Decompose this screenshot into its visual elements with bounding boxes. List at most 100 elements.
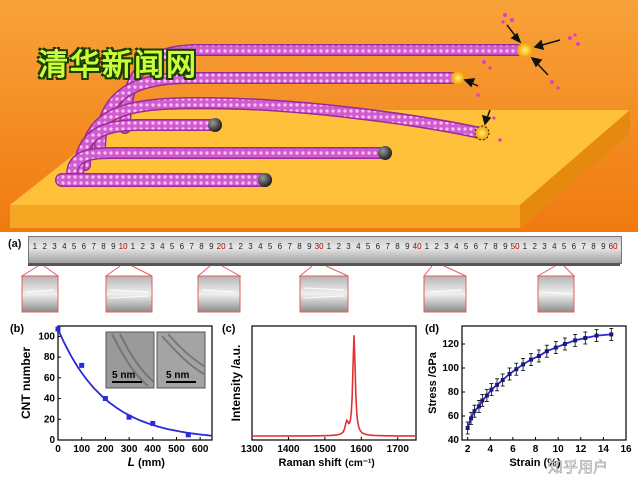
data-point <box>573 338 578 343</box>
ruler-tick-label: 1 <box>228 242 234 251</box>
fit-curve <box>466 333 612 429</box>
data-point <box>185 432 191 438</box>
nanotubes <box>55 44 531 187</box>
x-axis-unit: (mm) <box>138 457 165 469</box>
ruler-tick-label: 8 <box>395 242 400 251</box>
sem-image <box>423 275 467 313</box>
x-tick-label: 300 <box>121 444 138 455</box>
x-tick-label: 100 <box>73 444 90 455</box>
ruler-tick-label: 3 <box>248 242 253 251</box>
ruler-tick-label: 7 <box>287 242 292 251</box>
cnt-line <box>28 263 620 266</box>
data-point <box>126 414 132 420</box>
sem-images <box>20 265 576 313</box>
x-axis-label: L <box>128 455 135 469</box>
x-tick-label: 400 <box>144 444 161 455</box>
substrate-side <box>520 110 630 228</box>
y-tick-label: 60 <box>448 411 460 422</box>
ruler-ticks: 1 2 3 4 5 6 7 8 9 10 1 2 3 4 5 6 7 8 9 20 1 2 3 4 5 6 7 8 9 30 1 2 3 4 5 6 7… <box>30 242 618 258</box>
data-point <box>536 354 541 358</box>
y-tick-label: 80 <box>448 387 460 398</box>
data-point <box>472 409 477 414</box>
ruler-tick-label: 1 <box>424 242 430 251</box>
x-axis-unit: (cm⁻¹) <box>345 458 375 469</box>
data-point <box>562 342 567 346</box>
plots: (b) 0 100 200 300 400 500 600 0 20 40 60 80 100 L (mm)… <box>10 323 632 476</box>
ruler-tick-label: 7 <box>483 242 488 251</box>
plot-frame <box>251 325 417 441</box>
ruler-tick-label: 30 <box>314 242 324 251</box>
catalyst-particle <box>258 173 272 187</box>
x-tick-label: 1400 <box>277 444 300 455</box>
data-point <box>150 420 156 426</box>
carbon-feed-dots <box>476 13 580 142</box>
data-point <box>609 332 614 337</box>
footer-watermark: 知乎用户 <box>548 458 608 476</box>
x-tick-label: 1500 <box>314 444 337 455</box>
ruler-tick-label: 8 <box>591 242 596 251</box>
ruler-tick-label: 9 <box>601 242 606 251</box>
data-point <box>507 372 512 376</box>
active-catalyst <box>474 125 490 141</box>
cnt-schematic <box>0 0 638 232</box>
ruler-tick-label: 3 <box>150 242 155 251</box>
sem-image <box>299 275 349 313</box>
ruler-tick-label: 3 <box>444 242 449 251</box>
data-point <box>465 426 470 430</box>
ruler-tick-label: 8 <box>297 242 302 251</box>
data-point <box>489 387 494 392</box>
data-point <box>583 336 588 340</box>
ruler-tick-label: 5 <box>463 242 469 251</box>
x-tick-label: 200 <box>97 444 114 455</box>
x-tick-label: 14 <box>598 444 610 455</box>
active-catalyst <box>517 42 533 58</box>
ruler-tick-label: 3 <box>346 242 351 251</box>
feed-arrows <box>463 24 561 126</box>
x-tick-label: 1600 <box>350 444 373 455</box>
ruler-tick-label: 4 <box>160 242 165 251</box>
ruler-tick-label: 1 <box>326 242 332 251</box>
ruler-tick-label: 2 <box>336 242 341 251</box>
y-axis-label: CNT number <box>19 347 33 419</box>
y-axis-label: Stress /GPa <box>427 351 439 414</box>
ruler-tick-label: 5 <box>267 242 273 251</box>
ruler-tick-label: 8 <box>101 242 106 251</box>
y-tick-label: 120 <box>442 339 459 350</box>
x-tick-label: 12 <box>575 444 587 455</box>
panel-c-label: (c) <box>222 323 236 335</box>
ruler-tick-label: 20 <box>216 242 226 251</box>
inset-scale-1: 5 nm <box>112 370 135 381</box>
inset-scale-2: 5 nm <box>166 370 189 381</box>
plot-frame <box>57 325 213 441</box>
ruler-tick-label: 6 <box>179 242 185 251</box>
ruler-tick-label: 6 <box>375 242 381 251</box>
data-point <box>469 416 474 421</box>
ruler-tick-label: 9 <box>307 242 312 251</box>
data-point <box>594 333 599 338</box>
x-tick-label: 16 <box>620 444 632 455</box>
ruler-tick-label: 9 <box>111 242 116 251</box>
ruler-tick-label: 2 <box>238 242 243 251</box>
ruler-tick-label: 1 <box>130 242 136 251</box>
plot-frame <box>461 325 627 441</box>
ruler-tick-label: 3 <box>542 242 547 251</box>
data-point <box>553 345 558 350</box>
y-axis-label: Intensity /a.u. <box>229 345 243 422</box>
x-tick-label: 0 <box>55 444 61 455</box>
panel-b-label: (b) <box>10 323 24 335</box>
data-point <box>544 349 549 354</box>
data-point <box>514 367 519 372</box>
ruler-tick-label: 10 <box>118 242 128 251</box>
substrate-front <box>10 205 520 228</box>
tem-inset-2 <box>156 331 206 389</box>
ruler-tick-label: 2 <box>42 242 47 251</box>
ruler-tick-label: 5 <box>365 242 371 251</box>
ruler-tick-label: 3 <box>52 242 57 251</box>
chart-b: 0 100 200 300 400 500 600 0 20 40 60 80 100 L (mm) CNT … <box>19 325 213 469</box>
tem-inset-1 <box>105 331 155 389</box>
x-tick-label: 4 <box>487 444 493 455</box>
ruler-tick-label: 8 <box>199 242 204 251</box>
sem-image <box>197 275 241 313</box>
ruler-tick-label: 60 <box>608 242 618 251</box>
ruler-tick-label: 2 <box>140 242 145 251</box>
